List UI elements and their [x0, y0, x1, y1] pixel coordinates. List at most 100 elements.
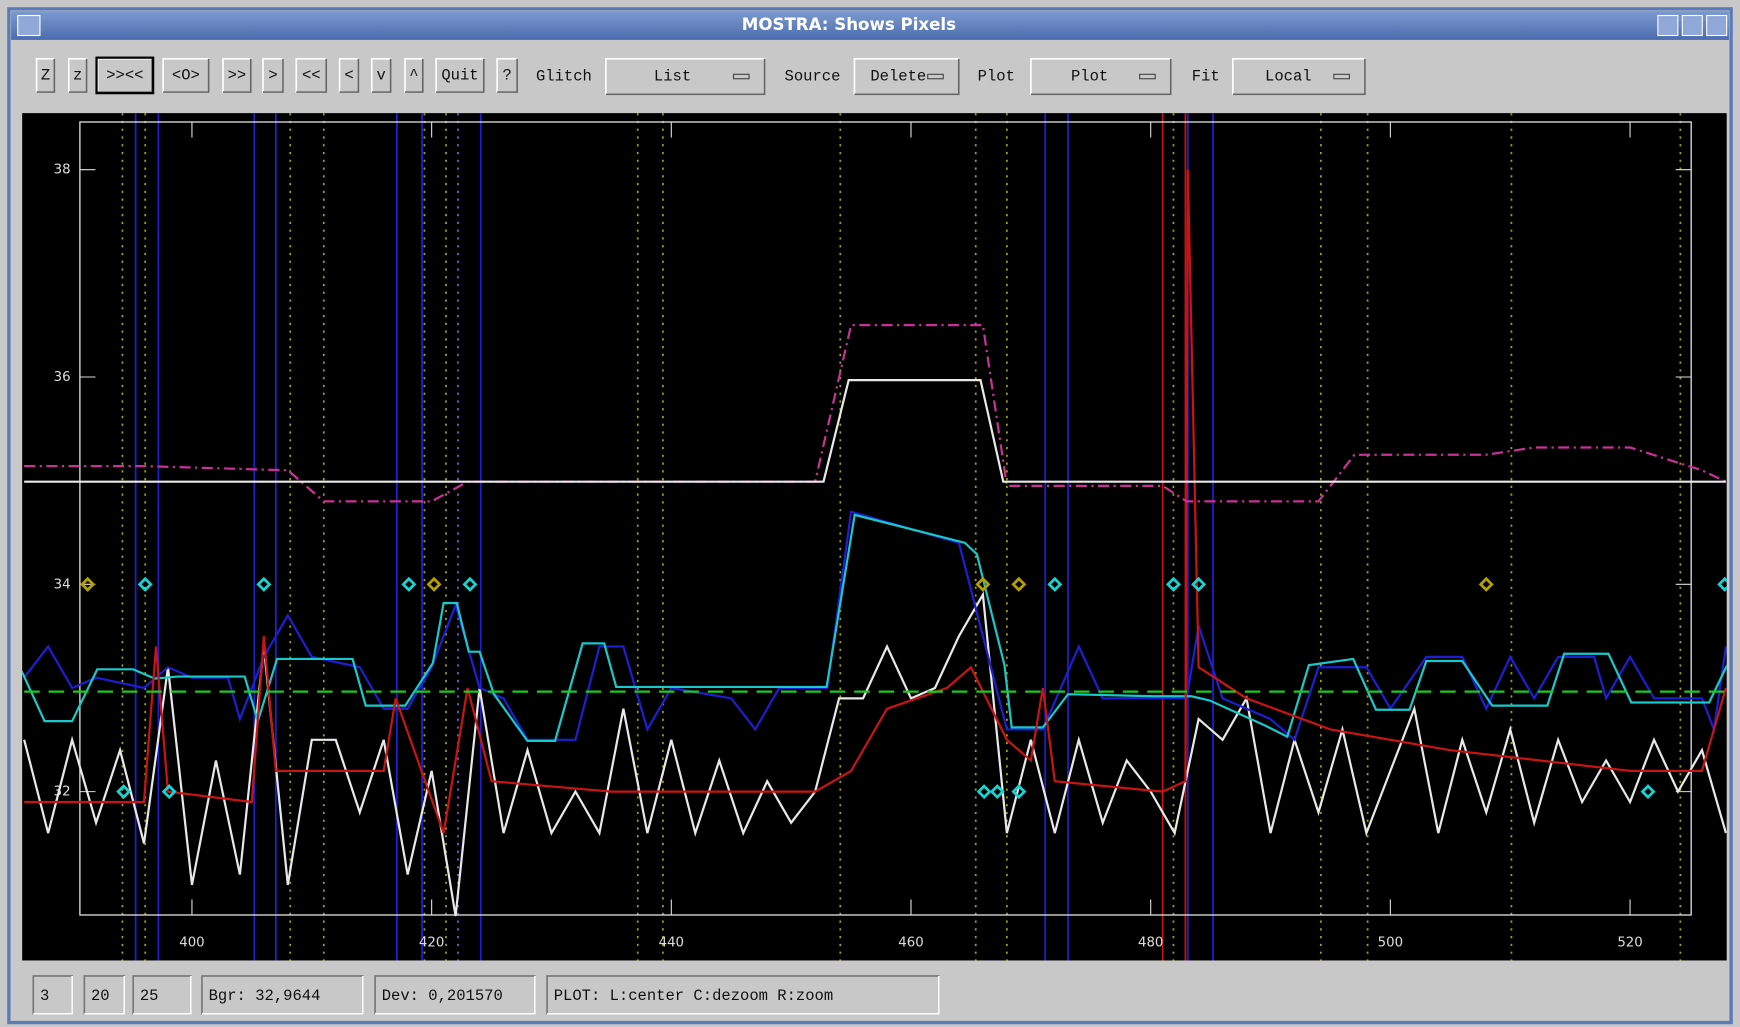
toolbar-button-shadow: [163, 58, 210, 93]
button-label[interactable]: <<: [302, 67, 321, 85]
y-tick-label: 34: [54, 577, 71, 592]
toolbar-button-shadow: [68, 58, 88, 93]
dropdown-value[interactable]: List: [654, 68, 691, 86]
status-field-shadow: [375, 975, 536, 1015]
x-tick-label: 420: [419, 936, 444, 951]
status-text: 20: [91, 987, 110, 1005]
status-bar: 3 20 25 Bgr: 32,9644 Dev: 0,201570 PLOT: L:ce…: [32, 975, 940, 1015]
status-field-shadow: [84, 975, 126, 1015]
button-label[interactable]: <O>: [172, 67, 200, 85]
button-label[interactable]: <: [344, 67, 353, 85]
series-line: [24, 324, 1727, 503]
status-field-shadow: [133, 975, 192, 1015]
x-tick-label: 500: [1378, 936, 1403, 951]
toolbar-button-shadow: [296, 58, 328, 93]
dropdown-value[interactable]: Delete: [870, 68, 926, 86]
diamond-marker: [1011, 576, 1027, 592]
x-tick-label: 460: [898, 936, 923, 951]
dropdown-value[interactable]: Plot: [1071, 68, 1108, 86]
diamond-marker: [1191, 576, 1207, 592]
diamond-marker: [426, 576, 442, 592]
dropdown-shadow: [854, 58, 960, 96]
series-line: [22, 513, 1727, 742]
diamond-marker: [975, 576, 991, 592]
status-text: 25: [140, 987, 159, 1005]
x-tick-label: 400: [179, 936, 204, 951]
toolbar-button-shadow: [36, 58, 56, 93]
status-field-shadow: [33, 975, 73, 1015]
axes-box: [79, 121, 1692, 916]
dropdown-shadow: [1232, 58, 1366, 96]
x-tick-label: 520: [1617, 936, 1642, 951]
status-text: PLOT: L:center C:dezoom R:zoom: [554, 987, 833, 1005]
button-label[interactable]: v: [377, 67, 386, 85]
dropdown-indicator: [1333, 73, 1350, 80]
toolbar-button[interactable]: [96, 57, 153, 93]
button-label[interactable]: >>: [228, 67, 247, 85]
dropdown-indicator: [1139, 73, 1156, 80]
diamond-marker: [1011, 784, 1027, 800]
status-text: Bgr: 32,9644: [209, 987, 321, 1005]
series-line: [23, 510, 1727, 742]
title-bar: [11, 11, 1729, 40]
diamond-marker: [1165, 576, 1181, 592]
status-text: Dev: 0,201570: [382, 987, 503, 1005]
x-tick-label: 440: [659, 936, 684, 951]
menu-label: Plot: [978, 68, 1015, 86]
button-label[interactable]: ^: [409, 67, 418, 85]
toolbar-button-shadow: [405, 58, 424, 93]
toolbar-button-shadow: [339, 58, 360, 93]
y-tick-label: 38: [54, 163, 71, 178]
button-label[interactable]: ?: [502, 67, 511, 85]
button-label[interactable]: >><<: [106, 67, 143, 85]
button-label[interactable]: z: [73, 67, 82, 85]
diamond-marker: [256, 576, 272, 592]
toolbar-button-shadow: [262, 58, 284, 93]
menu-label: Fit: [1192, 68, 1220, 86]
diamond-marker: [1047, 576, 1063, 592]
status-field: [546, 975, 940, 1015]
plot-area: [22, 113, 1727, 961]
diamond-marker: [80, 576, 96, 592]
status-text: 3: [40, 987, 49, 1005]
x-tick-label: 480: [1138, 936, 1163, 951]
maximize-button[interactable]: [1681, 14, 1703, 37]
diamond-marker: [137, 576, 153, 592]
toolbar-button-shadow: [223, 58, 252, 93]
diamond-marker: [989, 784, 1005, 800]
window-menu-button[interactable]: [17, 14, 41, 37]
toolbar-button-shadow: [497, 58, 518, 93]
dropdown-indicator: [927, 73, 944, 80]
status-field-shadow: [547, 975, 940, 1015]
close-button[interactable]: [1706, 14, 1728, 37]
status-field: [83, 975, 126, 1015]
dropdown-value[interactable]: Local: [1265, 68, 1312, 86]
diamond-marker: [1640, 784, 1656, 800]
window-title: MOSTRA: Shows Pixels: [742, 15, 956, 34]
dropdown-indicator: [732, 73, 750, 80]
status-field-shadow: [201, 975, 364, 1015]
dropdown-shadow: [605, 58, 766, 96]
toolbar-button-shadow: [371, 58, 392, 93]
diamond-marker: [161, 784, 177, 800]
menu-label: Glitch: [536, 68, 592, 86]
minimize-button[interactable]: [1657, 14, 1679, 37]
diamond-marker: [116, 784, 132, 800]
diamond-marker: [1717, 576, 1727, 592]
menu-label: Source: [785, 68, 841, 86]
diamond-marker: [976, 784, 992, 800]
window-border: [7, 7, 1733, 1025]
toolbar-button[interactable]: [222, 57, 252, 93]
y-tick-label: 36: [54, 370, 71, 385]
series-line: [23, 591, 1727, 917]
diamond-marker: [1478, 576, 1494, 592]
button-label[interactable]: >: [268, 67, 277, 85]
diamond-marker: [401, 576, 417, 592]
dropdown-shadow: [1030, 58, 1172, 96]
diamond-marker: [462, 576, 478, 592]
button-label[interactable]: Z: [41, 67, 50, 85]
button-label[interactable]: Quit: [441, 67, 478, 85]
